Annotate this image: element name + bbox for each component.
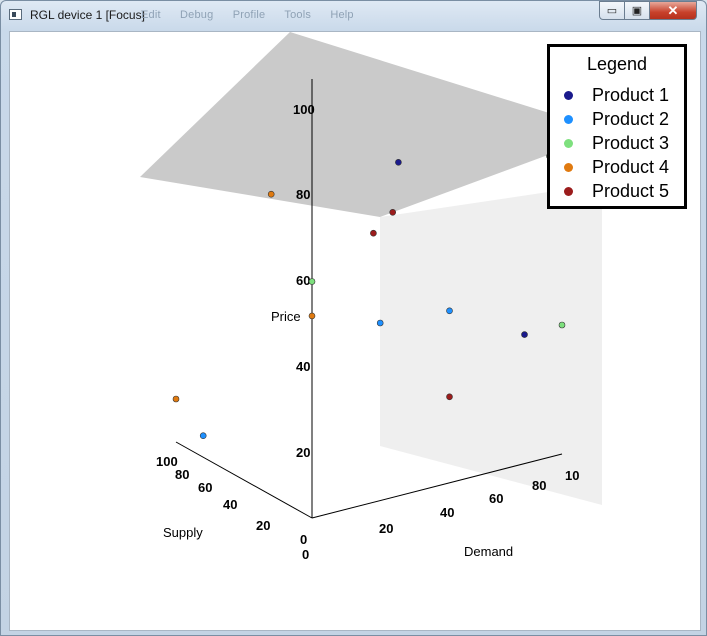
data-point-product-2 <box>446 307 453 315</box>
window-icon[interactable] <box>9 9 22 20</box>
data-points <box>172 152 566 440</box>
legend-marker <box>564 90 573 100</box>
demand-tick: 0 <box>302 547 309 562</box>
legend-marker <box>564 114 573 124</box>
supply-tick: 80 <box>175 467 189 482</box>
ghost-menu-item: Profile <box>232 9 266 21</box>
legend-marker <box>564 162 573 172</box>
ghost-menu-item: Debug <box>180 9 214 21</box>
legend-marker <box>564 138 573 148</box>
legend-item-product-5: Product 5 <box>564 179 669 203</box>
legend-item-product-3: Product 3 <box>564 131 669 155</box>
legend-title: Legend <box>586 54 648 74</box>
legend-label: Product 5 <box>592 180 670 201</box>
data-point-product-2 <box>376 319 384 327</box>
legend: Legend Product 1 Product 2 Product 3 Pro… <box>547 44 687 209</box>
data-point-product-5 <box>370 229 377 237</box>
maximize-icon: ▣ <box>631 5 643 17</box>
vertical-plane <box>380 184 602 505</box>
data-point-product-1 <box>521 331 528 338</box>
maximize-button[interactable]: ▣ <box>625 1 650 20</box>
supply-axis <box>175 441 313 519</box>
data-point-product-2 <box>199 432 207 440</box>
price-tick: 100 <box>293 102 315 117</box>
caption-buttons: ▭ ▣ ✕ <box>599 1 697 21</box>
legend-label: Product 2 <box>592 108 670 129</box>
legend-label: Product 4 <box>592 156 670 177</box>
title-bar[interactable]: RGL device 1 [Focus] Edit Debug Profile … <box>1 1 706 31</box>
supply-tick: 100 <box>156 454 178 469</box>
supply-axis-label: Supply <box>163 525 203 540</box>
data-point-product-3 <box>308 278 316 285</box>
legend-item-product-2: Product 2 <box>564 107 669 131</box>
minimize-icon: ▭ <box>606 5 618 17</box>
demand-tick: 60 <box>489 491 503 506</box>
data-point-product-5 <box>446 393 453 401</box>
legend-item-product-1: Product 1 <box>564 83 669 107</box>
data-point-product-4 <box>172 395 180 403</box>
data-point-product-4 <box>308 312 316 320</box>
data-point-product-4 <box>267 190 275 198</box>
price-tick: 80 <box>296 187 310 202</box>
background-menu: Edit Debug Profile Tools Help <box>141 9 370 21</box>
window-title: RGL device 1 [Focus] <box>30 8 145 22</box>
minimize-button[interactable]: ▭ <box>599 1 625 20</box>
supply-tick: 60 <box>198 480 212 495</box>
close-icon: ✕ <box>667 2 679 18</box>
supply-tick: 20 <box>256 518 270 533</box>
legend-label: Product 3 <box>592 132 670 153</box>
plot-canvas[interactable]: 100 80 60 40 20 100 80 60 40 20 0 0 20 4… <box>9 31 701 631</box>
horizontal-plane <box>140 32 610 217</box>
demand-axis-label: Demand <box>464 544 513 559</box>
demand-tick: 80 <box>532 478 546 493</box>
price-tick: 40 <box>296 359 310 374</box>
data-point-product-5 <box>389 209 397 216</box>
legend-item-product-4: Product 4 <box>564 155 669 179</box>
supply-tick: 0 <box>300 532 307 547</box>
legend-marker <box>564 186 573 196</box>
price-tick: 60 <box>296 273 310 288</box>
demand-tick: 40 <box>440 505 454 520</box>
demand-tick: 20 <box>379 521 393 536</box>
scatter3d-plot[interactable]: 100 80 60 40 20 100 80 60 40 20 0 0 20 4… <box>10 32 700 630</box>
ghost-menu-item: Help <box>330 9 354 21</box>
legend-label: Product 1 <box>592 84 670 105</box>
price-axis-label: Price <box>271 309 301 324</box>
ghost-menu-item: Tools <box>284 9 312 21</box>
data-point-product-3 <box>558 321 566 329</box>
demand-axis <box>311 453 563 519</box>
demand-tick: 10 <box>565 468 579 483</box>
price-tick: 20 <box>296 445 310 460</box>
ghost-menu-item: Edit <box>141 9 161 21</box>
close-button[interactable]: ✕ <box>650 1 697 20</box>
supply-tick: 40 <box>223 497 237 512</box>
data-point-product-1 <box>395 159 402 166</box>
